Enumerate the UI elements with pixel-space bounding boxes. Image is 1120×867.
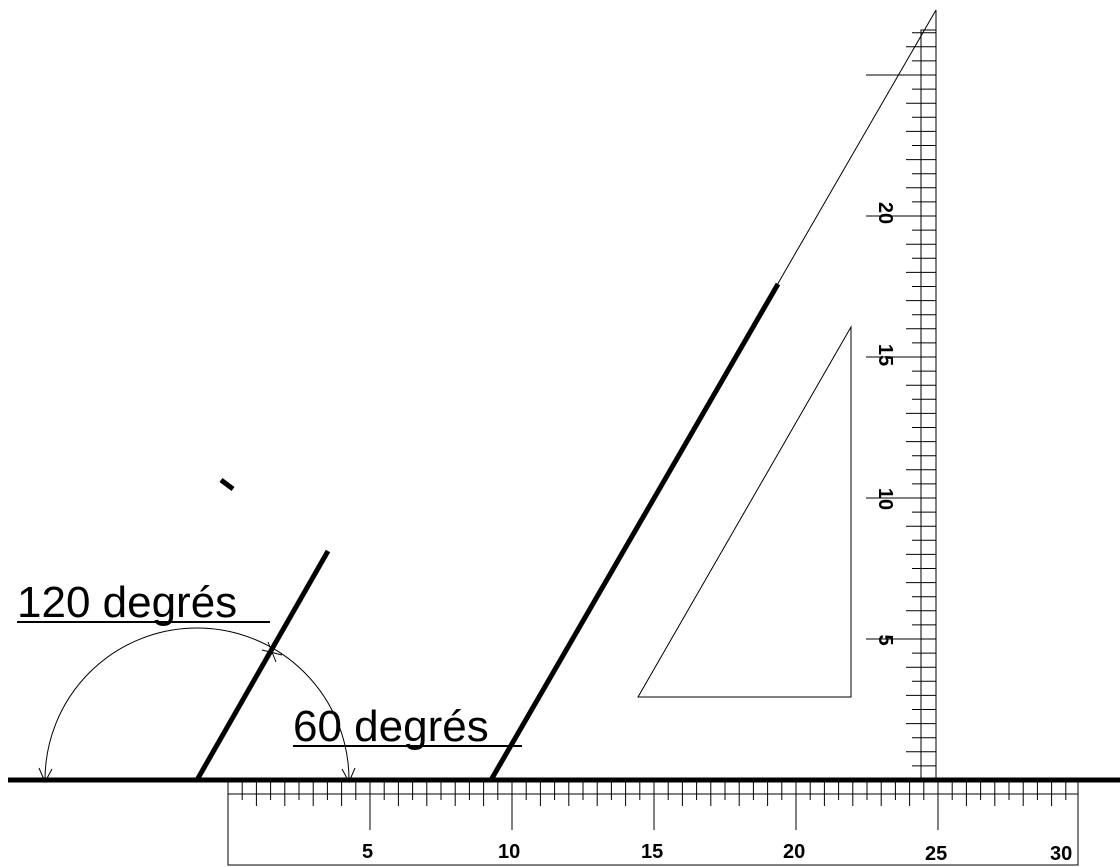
square-number: 5 xyxy=(874,634,896,645)
ruler-number: 30 xyxy=(1050,843,1072,865)
intersection-mark xyxy=(261,641,283,663)
arc-arrow-right xyxy=(341,767,356,784)
ruler-number: 20 xyxy=(783,841,805,863)
label-60-degrees: 60 degrés xyxy=(293,702,489,751)
ruler-number: 5 xyxy=(362,841,373,863)
ruler-number: 25 xyxy=(925,843,947,865)
set-square-numbers: 5 10 15 20 xyxy=(874,202,896,646)
horizontal-ruler xyxy=(227,781,1079,866)
horizontal-ruler-ticks xyxy=(227,782,1067,830)
arc-arrow-left xyxy=(38,767,53,784)
ruler-numbers: 5 10 15 20 25 30 xyxy=(362,841,1072,865)
dash-mark xyxy=(219,478,235,491)
sixty-degree-line xyxy=(488,282,781,782)
construction-line xyxy=(194,549,331,782)
square-number: 15 xyxy=(874,344,896,366)
set-square-scale-ticks xyxy=(866,32,936,781)
square-number: 10 xyxy=(874,488,896,510)
ruler-number: 10 xyxy=(498,841,520,863)
square-number: 20 xyxy=(874,202,896,224)
ruler-number: 15 xyxy=(641,841,663,863)
label-120-degrees: 120 degrés xyxy=(17,578,237,627)
set-square-inner-triangle xyxy=(637,325,852,698)
arc-120-degrees xyxy=(44,627,350,781)
